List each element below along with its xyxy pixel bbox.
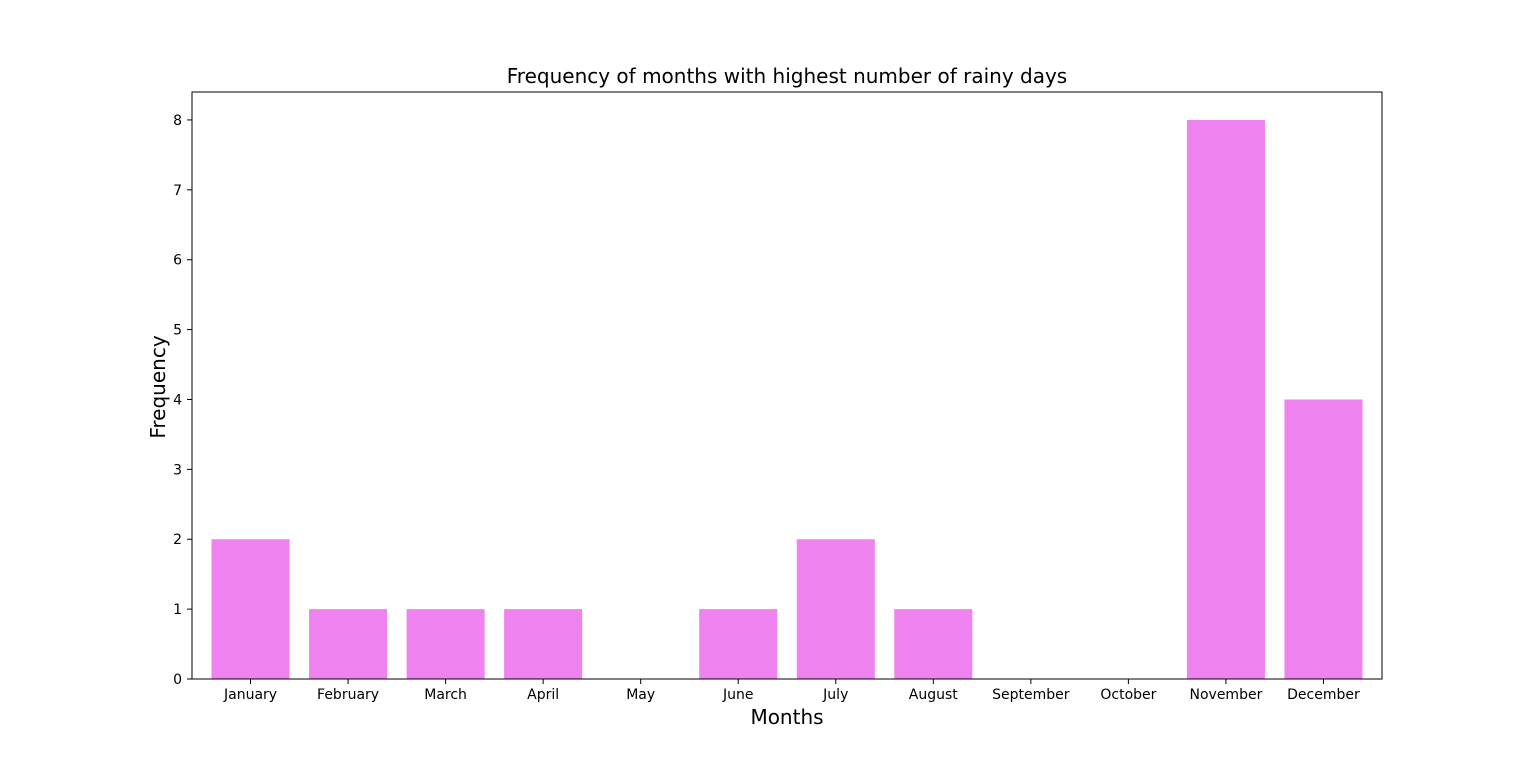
x-tick-label: August bbox=[909, 687, 959, 703]
y-tick-label: 0 bbox=[173, 672, 182, 688]
x-tick-label: April bbox=[527, 687, 559, 703]
bar-february bbox=[309, 609, 388, 679]
y-tick-label: 5 bbox=[173, 323, 182, 339]
x-tick-label: October bbox=[1100, 687, 1156, 703]
y-tick-label: 8 bbox=[173, 113, 182, 129]
bar-november bbox=[1186, 119, 1265, 679]
y-axis: 0 1 2 3 4 5 6 7 8 bbox=[173, 113, 192, 688]
x-tick-label: July bbox=[822, 687, 848, 703]
bar-august bbox=[894, 609, 973, 679]
y-tick-label: 4 bbox=[173, 392, 182, 408]
y-tick-label: 7 bbox=[173, 183, 182, 199]
x-tick-label: March bbox=[424, 687, 467, 703]
x-tick-label: February bbox=[317, 687, 379, 703]
bar-july bbox=[796, 539, 875, 679]
x-tick-label: December bbox=[1287, 687, 1360, 703]
x-tick-label: September bbox=[992, 687, 1070, 703]
plot-frame bbox=[191, 91, 1383, 680]
bars-group bbox=[211, 119, 1363, 679]
y-tick-label: 6 bbox=[173, 253, 182, 269]
y-axis-label: Frequency bbox=[146, 335, 170, 438]
bar-december bbox=[1284, 399, 1363, 679]
y-tick-label: 3 bbox=[173, 462, 182, 478]
x-axis: January February March April May June July Augu… bbox=[223, 679, 1360, 703]
bar-january bbox=[211, 539, 290, 679]
x-axis-label: Months bbox=[750, 705, 823, 729]
x-tick-label: January bbox=[223, 687, 277, 703]
y-tick-label: 1 bbox=[173, 602, 182, 618]
bar-june bbox=[699, 609, 778, 679]
x-tick-label: May bbox=[626, 687, 655, 703]
y-tick-label: 2 bbox=[173, 532, 182, 548]
x-tick-label: November bbox=[1190, 687, 1263, 703]
x-tick-label: June bbox=[722, 687, 754, 703]
bar-march bbox=[406, 609, 485, 679]
chart-title: Frequency of months with highest number … bbox=[507, 64, 1067, 88]
bar-april bbox=[504, 609, 583, 679]
